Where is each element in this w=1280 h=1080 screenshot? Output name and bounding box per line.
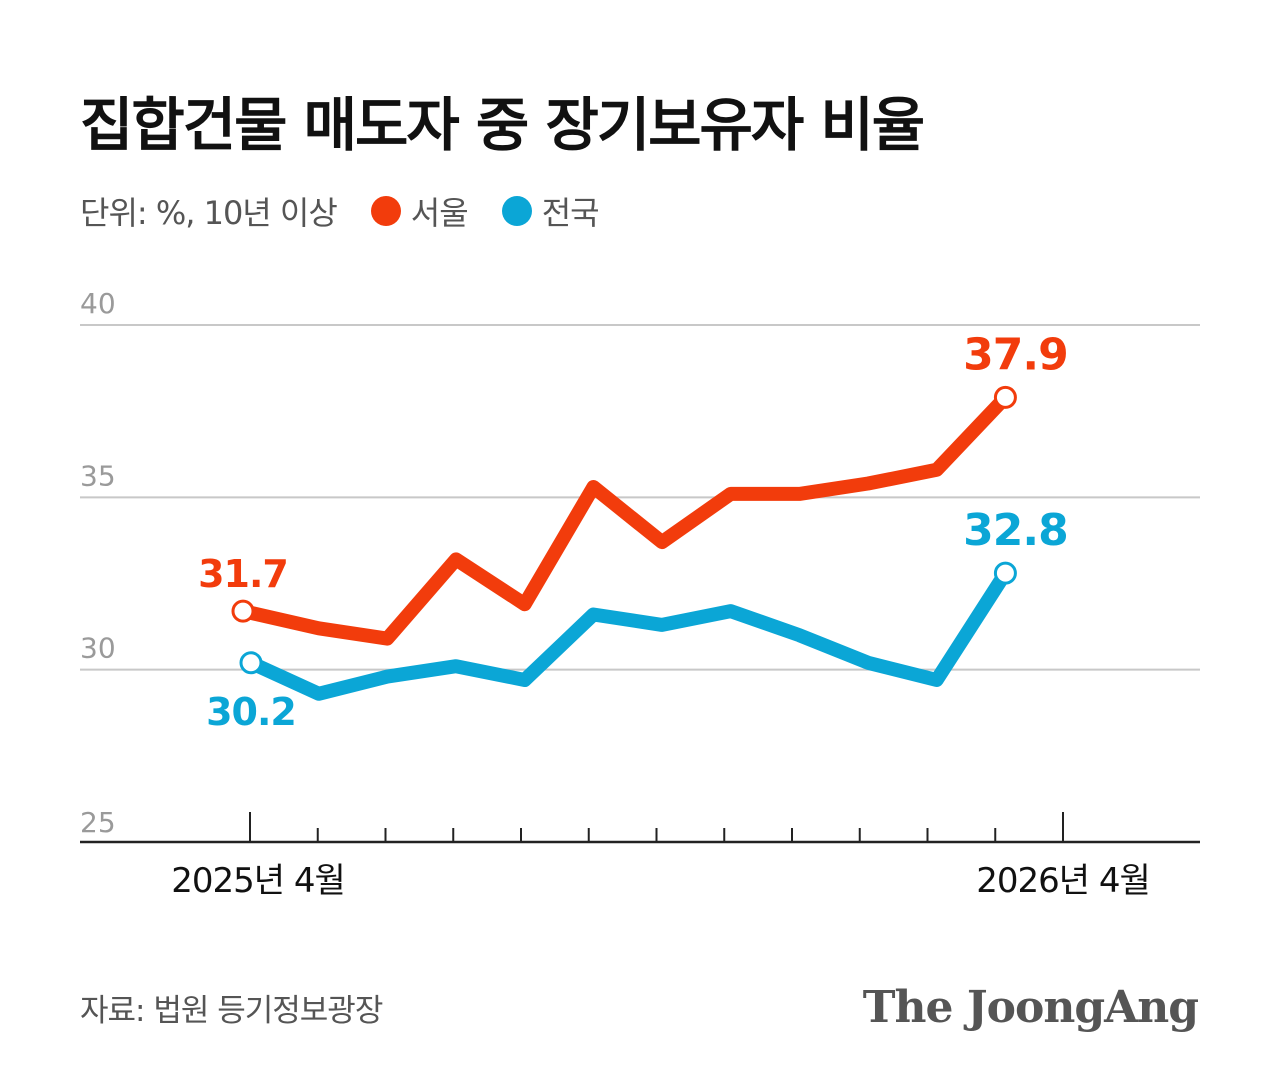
legend-dot-national (501, 196, 532, 226)
series-line-0 (236, 390, 1013, 646)
subtitle-row: 단위: %, 10년 이상 서울 전국 (80, 188, 600, 234)
x-tick-label-end: 2026년 4월 (976, 861, 1150, 901)
line-chart: 25 30 35 40 2025년 4월 2026년 4월 31.7 37.9 30.2 32.8 (80, 287, 1200, 901)
legend-label-seoul: 서울 (410, 194, 469, 232)
source-note: 자료: 법원 등기정보광장 (80, 993, 383, 1029)
y-tick-label-30: 30 (80, 632, 116, 665)
data-point-marker-0-11 (993, 385, 1017, 409)
data-label-0-last: 37.9 (963, 329, 1068, 380)
data-label-1-last: 32.8 (963, 505, 1068, 556)
data-point-marker-1-0 (239, 651, 263, 675)
y-tick-label-40: 40 (80, 287, 116, 320)
data-point-marker-1-11 (993, 561, 1017, 585)
chart-title: 집합건물 매도자 중 장기보유자 비율 (80, 91, 925, 159)
x-tick-label-start: 2025년 4월 (171, 861, 345, 901)
publisher-logo: The JoongAng (862, 982, 1199, 1033)
data-point-marker-0-0 (231, 599, 255, 623)
legend-item-national: 전국 (501, 188, 600, 234)
y-tick-label-35: 35 (80, 459, 116, 492)
data-label-1-first: 30.2 (206, 690, 296, 734)
series-line-1 (244, 566, 1013, 701)
legend-item-seoul: 서울 (370, 188, 469, 234)
y-tick-label-25: 25 (80, 806, 116, 839)
legend-dot-seoul (370, 196, 401, 226)
legend-label-national: 전국 (541, 194, 600, 232)
unit-label: 단위: %, 10년 이상 (80, 194, 338, 232)
data-label-0-first: 31.7 (198, 552, 288, 596)
